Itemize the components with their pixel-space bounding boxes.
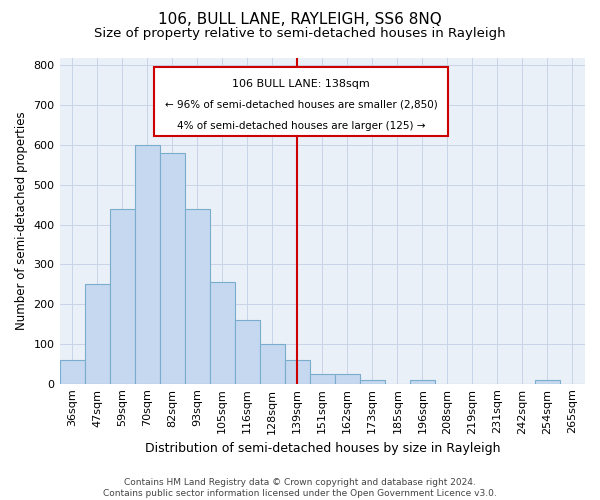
Y-axis label: Number of semi-detached properties: Number of semi-detached properties: [15, 112, 28, 330]
Bar: [260, 344, 285, 384]
Text: Contains HM Land Registry data © Crown copyright and database right 2024.
Contai: Contains HM Land Registry data © Crown c…: [103, 478, 497, 498]
Text: Size of property relative to semi-detached houses in Rayleigh: Size of property relative to semi-detach…: [94, 28, 506, 40]
Text: 4% of semi-detached houses are larger (125) →: 4% of semi-detached houses are larger (1…: [177, 121, 425, 131]
Bar: [134, 145, 160, 384]
Bar: [85, 284, 110, 384]
Bar: [209, 282, 235, 384]
Bar: [154, 68, 448, 136]
Bar: [285, 360, 310, 384]
X-axis label: Distribution of semi-detached houses by size in Rayleigh: Distribution of semi-detached houses by …: [145, 442, 500, 455]
Bar: [410, 380, 435, 384]
Bar: [310, 374, 335, 384]
Bar: [185, 208, 209, 384]
Bar: [160, 153, 185, 384]
Bar: [235, 320, 260, 384]
Bar: [110, 208, 134, 384]
Bar: [535, 380, 560, 384]
Text: 106 BULL LANE: 138sqm: 106 BULL LANE: 138sqm: [232, 78, 370, 88]
Text: ← 96% of semi-detached houses are smaller (2,850): ← 96% of semi-detached houses are smalle…: [165, 100, 437, 110]
Bar: [335, 374, 360, 384]
Bar: [360, 380, 385, 384]
Text: 106, BULL LANE, RAYLEIGH, SS6 8NQ: 106, BULL LANE, RAYLEIGH, SS6 8NQ: [158, 12, 442, 28]
Bar: [59, 360, 85, 384]
